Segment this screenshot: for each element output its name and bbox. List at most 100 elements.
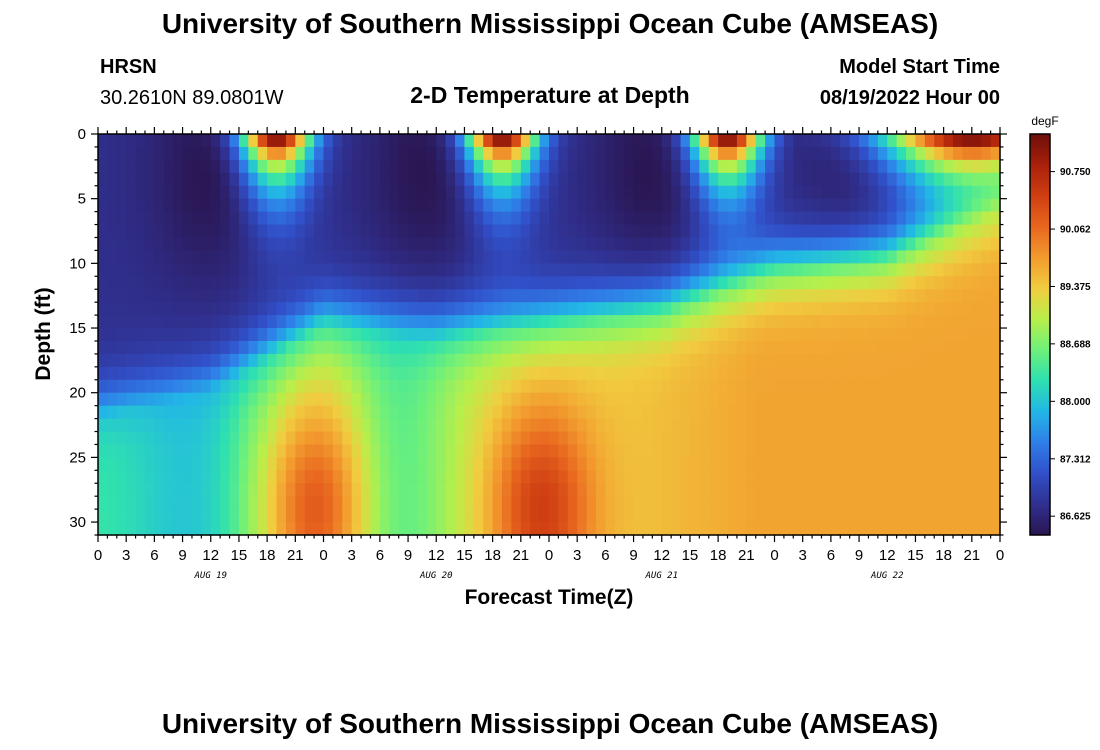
heatmap-cell [332,405,343,420]
heatmap-cell [934,250,945,264]
heatmap-cell [549,237,559,252]
heatmap-cell [746,353,757,368]
heatmap-cell [859,289,870,303]
heatmap-cell [248,392,259,407]
heatmap-cell [483,185,494,200]
heatmap-cell [220,418,231,433]
heatmap-cell [163,405,174,420]
heatmap-cell [671,353,682,368]
heatmap-cell [304,457,315,471]
heatmap-cell [605,431,616,446]
heatmap-cell [332,379,343,394]
heatmap-cell [426,457,437,471]
heatmap-cell [718,366,729,381]
heatmap-cell [680,522,691,536]
heatmap-cell [924,457,935,471]
heatmap-cell [332,146,343,161]
heatmap-cell [314,185,325,200]
heatmap-cell [511,172,522,187]
heatmap-cell [483,496,494,510]
heatmap-cell [473,444,484,458]
heatmap-cell [990,444,1001,458]
heatmap-cell [530,392,541,407]
heatmap-cell [379,457,390,471]
heatmap-cell [915,444,926,458]
heatmap-cell [163,302,174,316]
heatmap-cell [502,379,513,394]
heatmap-cell [116,379,127,394]
heatmap-cell [906,496,917,510]
heatmap-cell [689,237,700,252]
heatmap-cell [163,315,174,329]
heatmap-cell [436,302,447,316]
heatmap-cell [464,185,475,200]
heatmap-cell [473,522,484,536]
heatmap-cell [661,263,672,277]
heatmap-cell [304,146,315,161]
heatmap-cell [708,134,719,148]
heatmap-cell [332,315,343,329]
heatmap-cell [173,185,184,200]
heatmap-cell [774,289,785,303]
heatmap-cell [351,224,362,239]
heatmap-cell [163,353,174,368]
heatmap-cell [455,315,466,329]
heatmap-cell [379,483,390,497]
heatmap-cell [840,198,851,213]
heatmap-cell [652,470,663,484]
heatmap-cell [859,496,870,510]
heatmap-cell [577,276,588,290]
heatmap-cell [455,237,466,252]
heatmap-cell [304,483,315,497]
heatmap-cell [126,185,137,200]
heatmap-cell [736,198,747,213]
heatmap-cell [877,496,888,510]
heatmap-cell [699,444,710,458]
heatmap-cell [116,134,127,148]
heatmap-cell [473,302,484,316]
heatmap-cell [718,224,729,239]
heatmap-cell [304,340,315,355]
heatmap-cell [981,405,992,420]
heatmap-cell [896,483,907,497]
heatmap-cell [276,134,287,148]
heatmap-cell [285,431,296,446]
heatmap-cell [351,418,362,433]
y-tick-label: 30 [69,514,86,531]
heatmap-cell [426,392,437,407]
heatmap-cell [934,457,945,471]
heatmap-cell [953,353,964,368]
heatmap-cell [126,366,137,381]
heatmap-cell [821,224,832,239]
heatmap-cell [257,405,268,420]
heatmap-cell [370,302,381,316]
heatmap-cell [473,134,484,148]
heatmap-cell [163,224,174,239]
heatmap-cell [755,444,766,458]
heatmap-cell [351,457,362,471]
heatmap-cell [126,146,137,161]
heatmap-cell [708,392,719,407]
heatmap-cell [492,522,503,536]
heatmap-cell [633,315,644,329]
heatmap-cell [238,198,249,213]
heatmap-cell [802,198,813,213]
heatmap-cell [793,302,804,316]
heatmap-cell [248,522,259,536]
heatmap-cell [680,276,691,290]
heatmap-cell [953,483,964,497]
heatmap-cell [605,418,616,433]
heatmap-cell [642,198,653,213]
heatmap-cell [595,431,606,446]
heatmap-cell [689,224,700,239]
heatmap-cell [361,198,372,213]
heatmap-cell [812,522,823,536]
heatmap-cell [436,211,447,226]
heatmap-cell [511,431,522,446]
heatmap-cell [812,224,823,239]
heatmap-cell [671,263,682,277]
heatmap-cell [746,211,757,226]
heatmap-cell [840,237,851,252]
heatmap-cell [398,366,409,381]
heatmap-cell [708,431,719,446]
